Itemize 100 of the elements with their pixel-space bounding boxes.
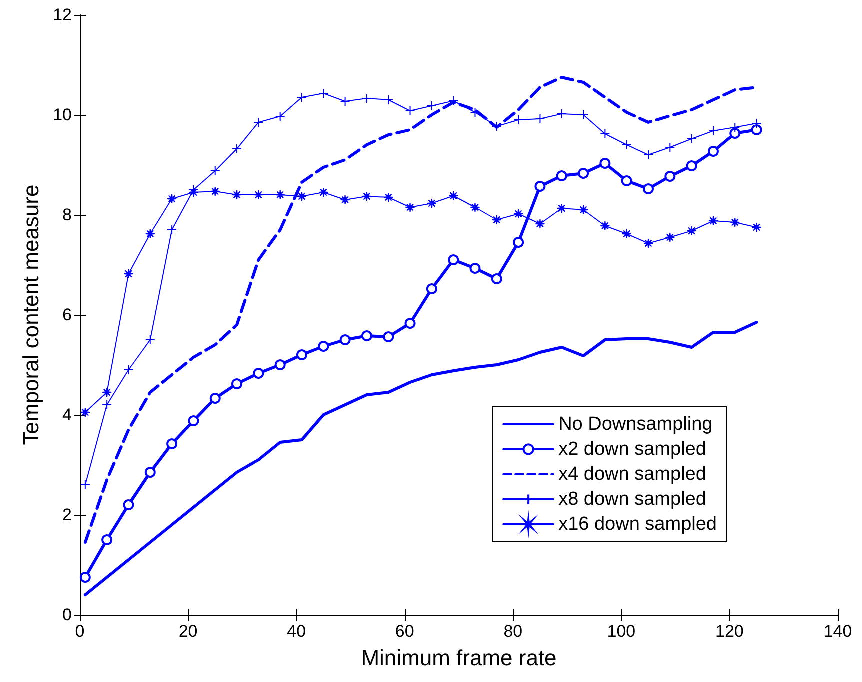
x-tick-label: 0: [75, 622, 85, 641]
point: [665, 232, 676, 242]
point: [340, 195, 350, 205]
point: [535, 219, 546, 229]
point: [102, 400, 112, 410]
point: [643, 184, 654, 194]
point: [622, 229, 632, 239]
point: [254, 118, 264, 128]
point: [534, 181, 546, 192]
point: [751, 124, 762, 136]
point: [665, 142, 676, 152]
legend-label: x16 down sampled: [558, 514, 718, 535]
x-tick-label: 120: [716, 622, 744, 641]
point: [254, 190, 264, 200]
x-axis-title: Minimum frame rate: [361, 646, 557, 670]
point: [426, 101, 437, 111]
point: [556, 170, 568, 182]
point: [232, 144, 242, 154]
point: [102, 534, 113, 546]
point: [686, 226, 697, 236]
point: [556, 109, 567, 119]
point: [124, 365, 134, 375]
y-tick-label: 0: [62, 606, 72, 624]
point: [296, 92, 307, 102]
point: [340, 334, 351, 346]
y-tick-label: 12: [53, 6, 72, 24]
legend-label: x8 down sampled: [558, 489, 706, 510]
point: [686, 134, 697, 144]
point: [253, 368, 264, 379]
point: [275, 112, 286, 122]
point: [188, 416, 200, 426]
point: [383, 332, 394, 342]
point: [600, 221, 610, 231]
point: [210, 186, 220, 196]
y-tick-label: 8: [62, 206, 72, 224]
legend-label: x2 down sampled: [558, 439, 706, 460]
legend-label: x4 down sampled: [558, 464, 706, 485]
y-tick-label: 10: [53, 106, 72, 124]
point: [578, 110, 589, 120]
point: [752, 118, 762, 128]
point: [384, 95, 394, 105]
point: [621, 176, 632, 186]
point: [448, 254, 460, 266]
x-tick-label: 100: [607, 622, 636, 641]
point: [708, 126, 718, 136]
point: [491, 274, 502, 284]
point: [80, 480, 90, 490]
point: [167, 225, 178, 235]
point: [340, 96, 350, 106]
x-tick-label: 20: [178, 622, 198, 641]
point: [405, 106, 416, 116]
point: [513, 237, 524, 248]
point: [514, 115, 524, 125]
x-tick-label: 60: [395, 622, 414, 641]
point: [210, 393, 221, 404]
point: [426, 284, 438, 294]
point: [664, 171, 676, 182]
point: [232, 378, 243, 390]
point: [166, 438, 178, 450]
point: [686, 160, 698, 172]
point: [730, 122, 740, 132]
point: [145, 335, 156, 345]
point: [578, 168, 590, 179]
point: [556, 204, 567, 214]
y-tick-label: 6: [62, 306, 72, 324]
point: [622, 140, 632, 150]
point: [730, 218, 740, 228]
point: [188, 188, 199, 198]
point: [296, 350, 308, 360]
point: [752, 222, 762, 232]
legend-label: No Downsampling: [558, 414, 713, 435]
point: [123, 500, 134, 510]
point: [708, 146, 719, 157]
point: [124, 269, 134, 279]
y-tick-label: 4: [62, 406, 72, 424]
point: [644, 150, 654, 160]
point: [470, 202, 480, 212]
point: [600, 158, 611, 169]
point: [318, 341, 330, 352]
point: [492, 122, 502, 132]
point: [275, 190, 286, 200]
line-series: [84, 321, 758, 596]
point: [144, 467, 156, 478]
point: [145, 229, 156, 239]
x-tick-label: 80: [504, 622, 523, 641]
point: [404, 318, 416, 329]
point: [470, 263, 481, 274]
point: [80, 572, 91, 583]
point: [730, 128, 741, 139]
point: [535, 114, 546, 124]
point: [274, 360, 286, 370]
point: [405, 202, 416, 212]
point: [318, 188, 329, 198]
x-tick-label: 40: [287, 622, 306, 641]
point: [318, 88, 329, 98]
point: [361, 330, 372, 342]
point: [600, 129, 610, 139]
y-tick-label: 2: [62, 506, 72, 524]
point: [210, 166, 220, 176]
point: [448, 96, 459, 106]
